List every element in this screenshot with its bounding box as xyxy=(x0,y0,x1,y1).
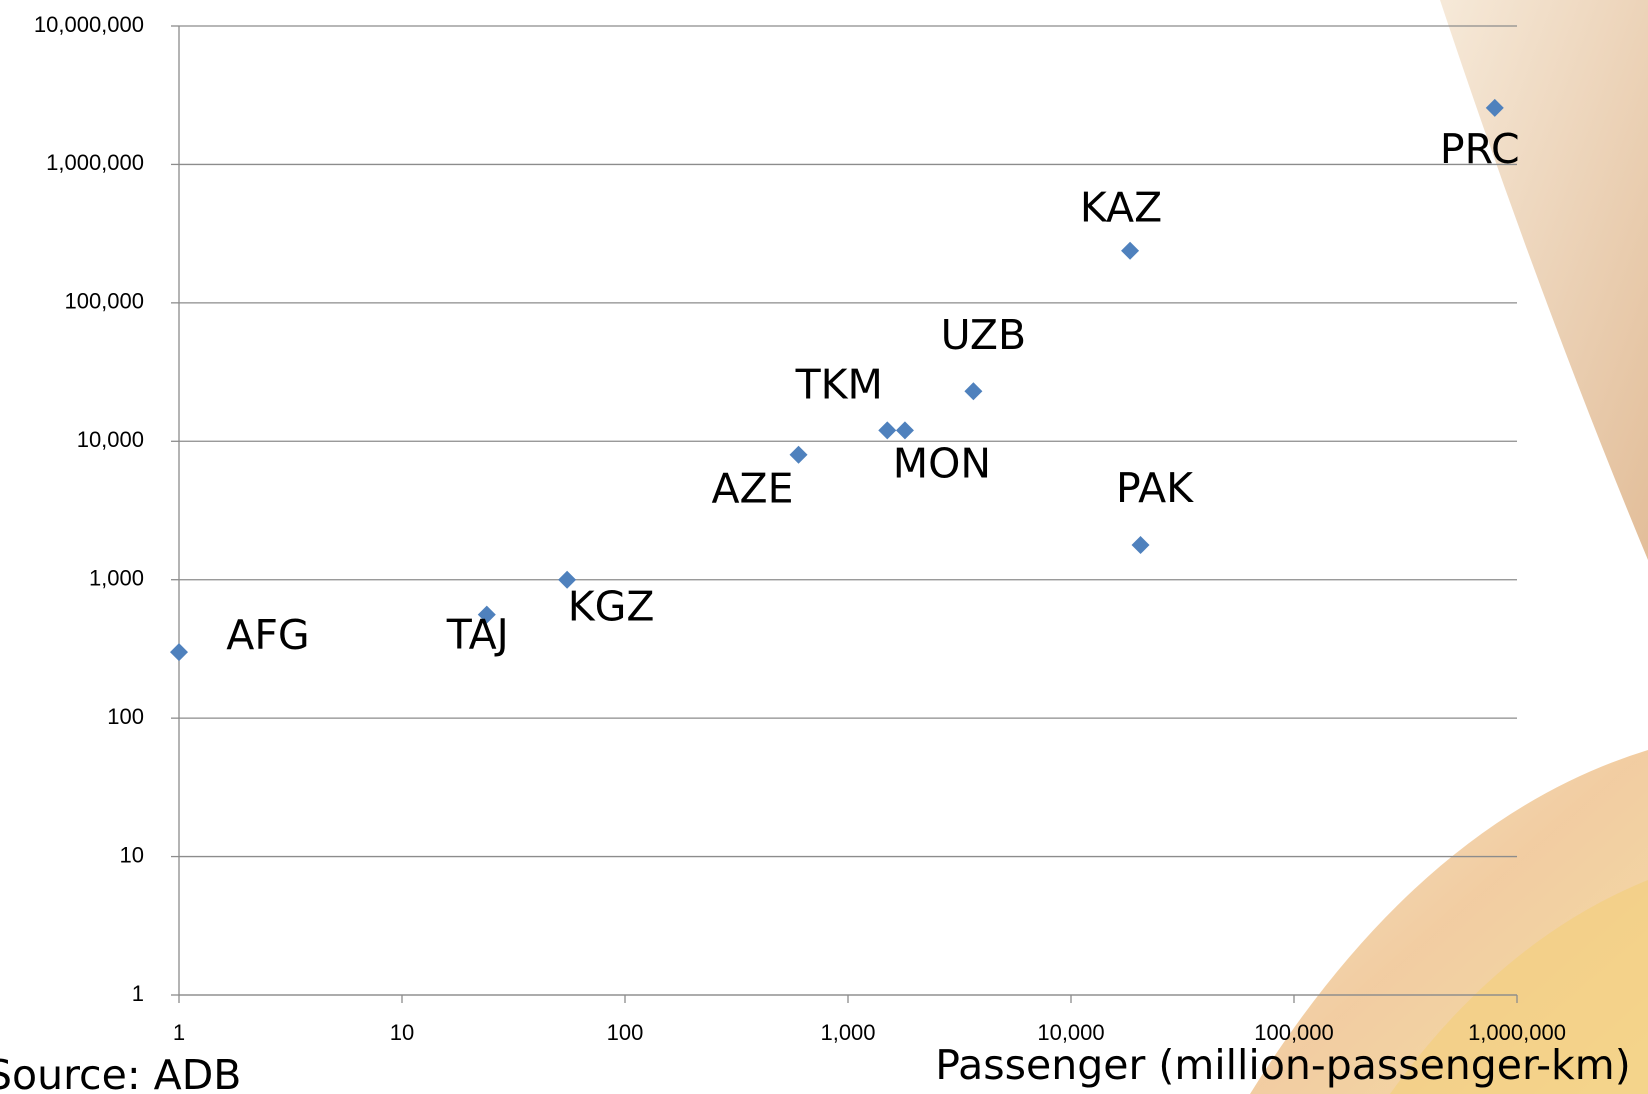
point-label: UZB xyxy=(941,311,1027,359)
y-tick-label: 100 xyxy=(107,704,144,729)
source-note: Source: ADB xyxy=(0,1051,241,1094)
point-label: PAK xyxy=(1116,464,1194,512)
x-tick-label: 10 xyxy=(390,1020,414,1045)
y-tick-label: 1,000,000 xyxy=(46,150,144,175)
data-point xyxy=(790,446,808,464)
point-label: PRC xyxy=(1440,125,1520,173)
y-tick-label: 10 xyxy=(120,842,144,867)
data-point xyxy=(1121,242,1139,260)
x-tick-label: 1 xyxy=(173,1020,185,1045)
y-tick-label: 1 xyxy=(132,981,144,1006)
point-label: MON xyxy=(893,439,991,487)
point-label: AZE xyxy=(712,465,794,513)
y-tick-label: 100,000 xyxy=(64,289,144,314)
data-point xyxy=(170,643,188,661)
plot-area: 1 10 100 1,000 10,000 100,000 1,000,000 10,000,… xyxy=(34,12,1566,1045)
x-tick-label: 1,000 xyxy=(820,1020,875,1045)
data-point xyxy=(964,382,982,400)
data-point xyxy=(896,421,914,439)
y-tick-label: 1,000 xyxy=(89,566,144,591)
data-point xyxy=(878,421,896,439)
x-tick-label: 100 xyxy=(607,1020,644,1045)
y-tick-label: 10,000,000 xyxy=(34,12,144,37)
x-axis-label: Passenger (million-passenger-km) xyxy=(935,1041,1630,1089)
point-label: TKM xyxy=(795,360,883,408)
point-label: TAJ xyxy=(446,611,509,659)
point-label: AFG xyxy=(226,611,309,659)
data-point xyxy=(1132,536,1150,554)
background-decoration xyxy=(1440,0,1648,560)
y-tick-label: 10,000 xyxy=(77,427,144,452)
point-label: KGZ xyxy=(568,583,655,631)
chart: 1 10 100 1,000 10,000 100,000 1,000,000 10,000,… xyxy=(0,0,1648,1094)
point-label: KAZ xyxy=(1080,184,1162,232)
